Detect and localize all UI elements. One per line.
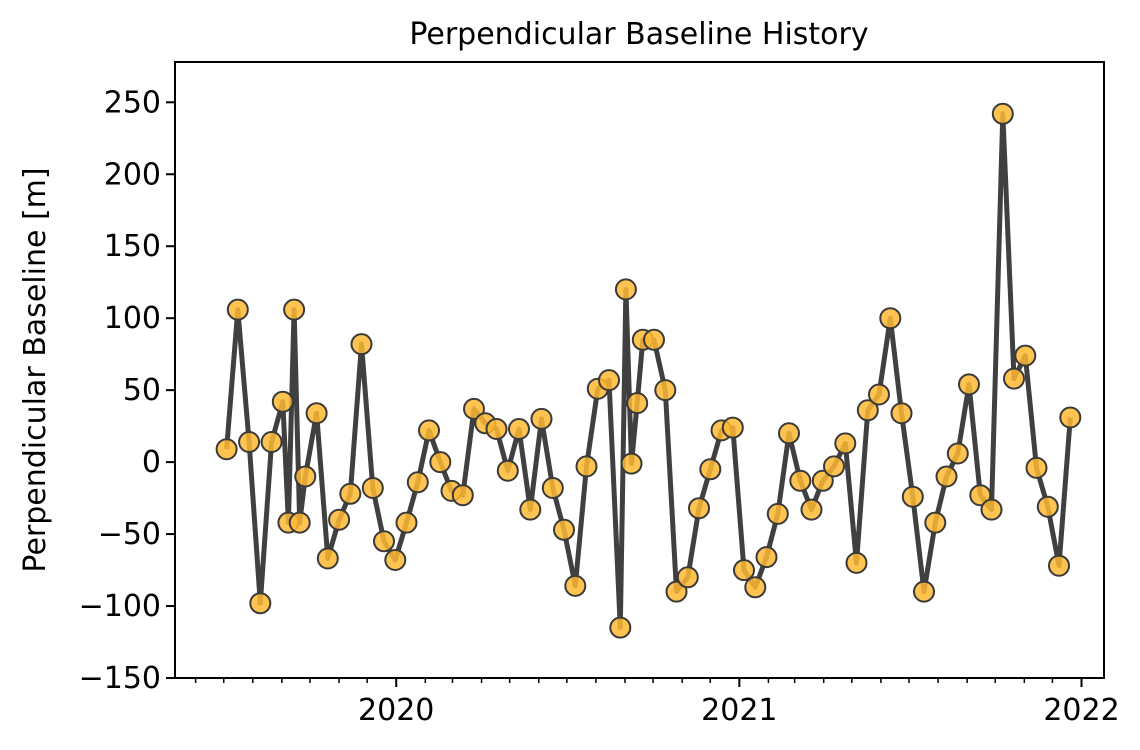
- data-point: [1059, 406, 1082, 429]
- data-point: [406, 471, 429, 494]
- data-point: [643, 328, 665, 351]
- data-point: [1003, 367, 1025, 390]
- data-point: [294, 465, 317, 488]
- data-point: [620, 452, 643, 475]
- data-point: [901, 485, 924, 508]
- data-point: [958, 373, 980, 396]
- data-point: [614, 278, 637, 301]
- y-tick-label: 100: [104, 301, 161, 336]
- data-point: [924, 511, 947, 534]
- series-line: [224, 111, 1073, 631]
- data-point: [305, 402, 328, 425]
- data-point: [373, 530, 395, 553]
- data-point: [395, 511, 418, 534]
- data-point: [316, 547, 339, 570]
- data-point: [856, 399, 879, 422]
- data-point: [654, 379, 677, 402]
- data-point: [676, 566, 699, 589]
- data-point: [1048, 554, 1070, 577]
- y-tick-label: 50: [123, 373, 161, 408]
- data-point: [778, 422, 800, 445]
- data-point: [271, 390, 294, 413]
- data-point: [890, 402, 913, 425]
- data-point: [283, 298, 306, 321]
- data-point: [215, 438, 238, 461]
- data-point: [260, 431, 283, 453]
- data-point: [1036, 495, 1059, 518]
- data-point: [946, 442, 969, 465]
- data-point: [800, 498, 823, 521]
- data-point: [238, 431, 261, 453]
- y-axis-label: Perpendicular Baseline [m]: [18, 167, 53, 572]
- data-point: [879, 307, 902, 330]
- data-point: [699, 458, 722, 481]
- data-point: [665, 580, 688, 603]
- data-point: [530, 407, 553, 430]
- data-point: [226, 298, 249, 321]
- data-point: [935, 465, 958, 488]
- plot-frame: [174, 61, 1105, 679]
- data-point: [609, 616, 632, 639]
- data-point: [598, 369, 620, 392]
- marker-layer: [215, 102, 1082, 639]
- y-tick-label: −100: [79, 589, 161, 624]
- data-point: [350, 333, 373, 356]
- data-point: [1014, 344, 1037, 367]
- data-point: [519, 498, 542, 521]
- axes: −150 −100 −50 0 50 100 150 200 250 2020 2021 2022: [79, 85, 1120, 728]
- x-tick-label: 2022: [1043, 693, 1119, 728]
- y-tick-label: −150: [79, 661, 161, 696]
- chart-title: Perpendicular Baseline History: [409, 17, 868, 52]
- data-point: [980, 498, 1003, 521]
- data-point: [744, 576, 767, 599]
- data-point: [721, 416, 744, 439]
- data-point: [845, 551, 868, 574]
- data-point: [553, 518, 575, 541]
- data-point: [249, 592, 272, 615]
- data-point: [913, 580, 935, 603]
- data-point: [766, 502, 789, 525]
- data-point: [811, 469, 834, 492]
- data-point: [288, 511, 311, 534]
- y-tick-label: 150: [104, 229, 161, 264]
- data-point: [823, 455, 845, 478]
- y-tick-label: 200: [104, 157, 161, 192]
- data-point: [463, 397, 485, 420]
- data-point: [328, 508, 351, 531]
- y-tick-label: 250: [104, 85, 161, 120]
- data-point: [418, 419, 440, 442]
- data-point: [564, 574, 587, 597]
- y-tick-label: −50: [98, 517, 161, 552]
- data-point: [688, 497, 710, 520]
- data-point: [384, 549, 407, 571]
- data-point: [429, 451, 452, 474]
- data-point: [991, 102, 1014, 125]
- data-point: [451, 484, 474, 507]
- data-point: [868, 383, 890, 406]
- x-tick-label: 2021: [701, 693, 777, 728]
- data-point: [733, 559, 755, 582]
- data-point: [508, 418, 530, 440]
- data-point: [626, 392, 649, 415]
- data-point: [541, 477, 564, 499]
- data-point: [575, 455, 598, 478]
- x-tick-label: 2020: [358, 693, 434, 728]
- data-point: [789, 469, 812, 492]
- data-point: [361, 477, 384, 499]
- data-point: [969, 484, 992, 507]
- data-point: [834, 432, 857, 455]
- y-tick-label: 0: [142, 445, 161, 480]
- series-line-layer: [224, 111, 1073, 631]
- data-point: [755, 546, 778, 569]
- data-point: [496, 459, 519, 482]
- data-point: [485, 418, 508, 440]
- data-point: [1025, 456, 1048, 479]
- data-point: [339, 482, 362, 505]
